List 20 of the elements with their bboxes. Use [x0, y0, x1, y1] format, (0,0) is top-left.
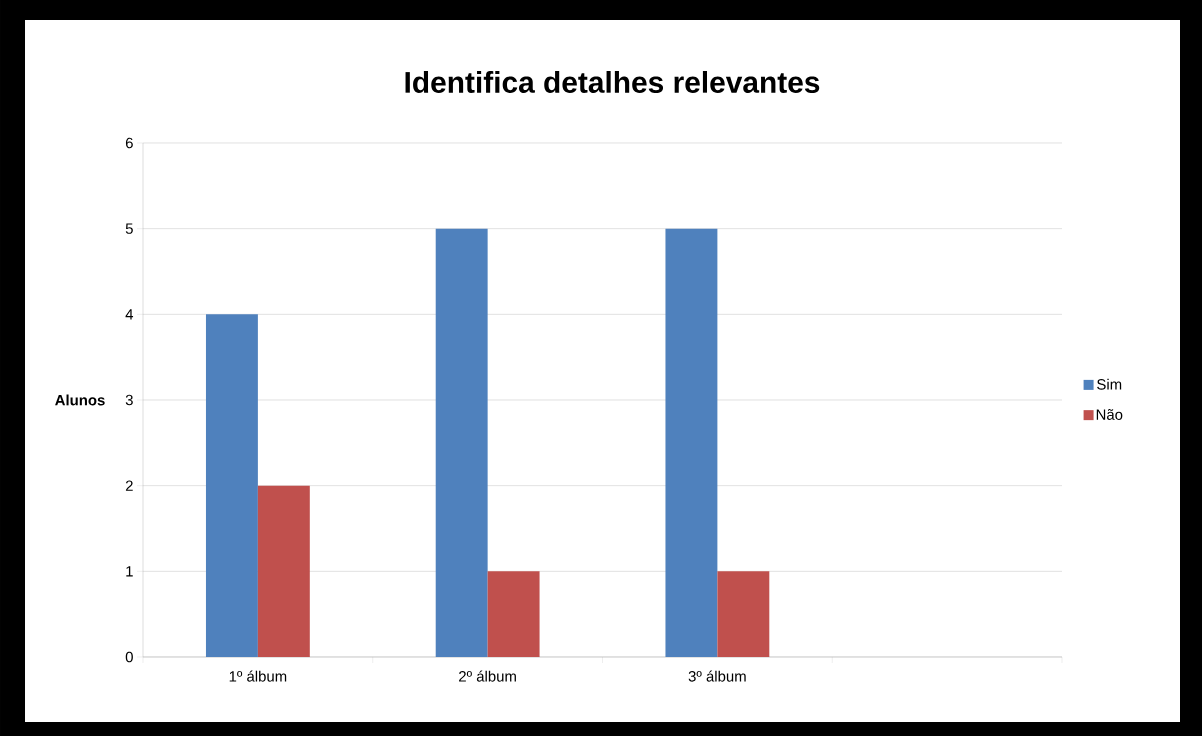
y-tick-label: 3 [125, 394, 133, 406]
y-tick-label: 1 [126, 566, 133, 577]
bar [487, 571, 540, 657]
y-tick-label: 5 [125, 223, 133, 234]
chart-title: Identifica detalhes relevantes [405, 71, 820, 93]
bar [717, 571, 770, 657]
bar [257, 485, 310, 657]
legend-label: Sim [1097, 378, 1122, 390]
x-tick-label: 1º álbum [229, 670, 287, 682]
y-tick-label: 0 [125, 651, 133, 663]
y-tick-label: 6 [125, 137, 133, 149]
bar [435, 228, 488, 657]
y-tick-label: 2 [125, 480, 133, 491]
bar [205, 314, 258, 657]
y-tick-label: 4 [125, 309, 134, 320]
legend-label: Não [1096, 409, 1123, 420]
bar [665, 228, 718, 657]
x-tick-label: 3º álbum [688, 670, 746, 682]
y-axis-title: Alunos [55, 394, 105, 406]
x-tick-label: 2º álbum [459, 670, 516, 682]
